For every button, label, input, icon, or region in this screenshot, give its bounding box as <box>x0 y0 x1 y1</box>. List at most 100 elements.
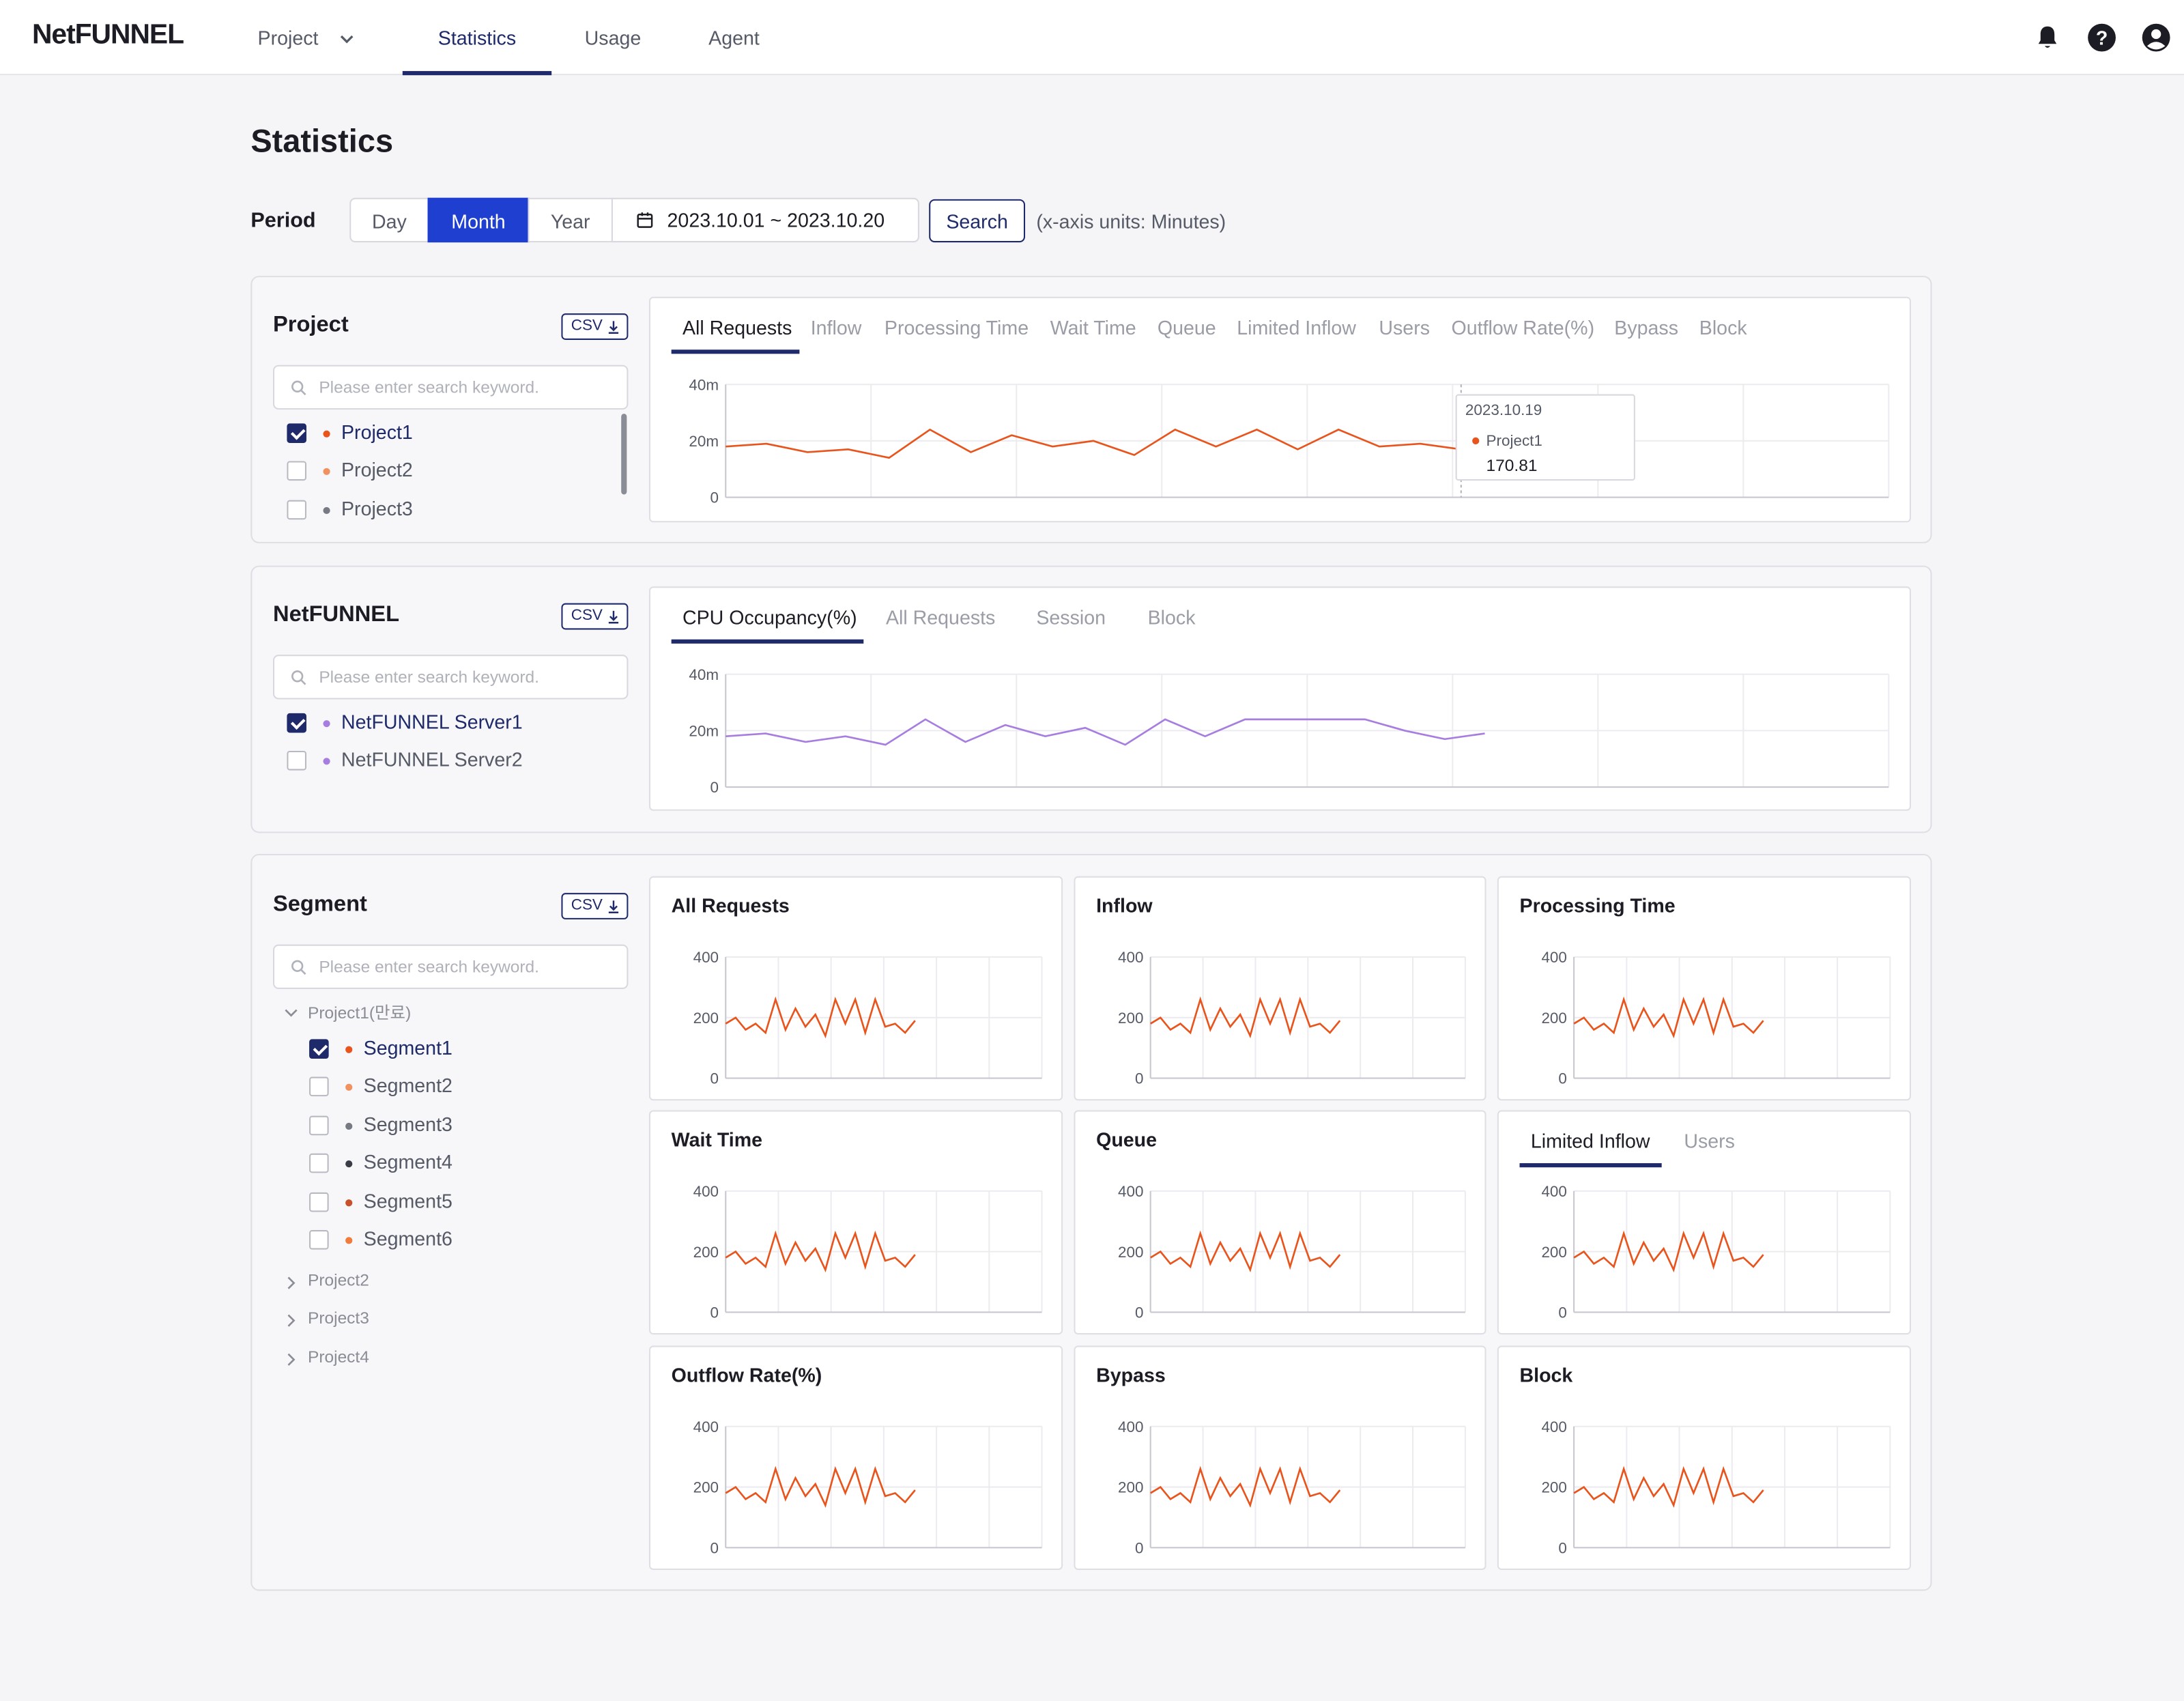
netfunnel-csv-download-button[interactable]: CSV <box>561 603 629 630</box>
series-line <box>1573 1466 1764 1509</box>
y-tick-label: 400 <box>1118 949 1143 966</box>
segment-chart-card: Bypass 400 200 0 <box>1074 1345 1486 1570</box>
y-tick-label: 40m <box>689 376 719 393</box>
nav-statistics-label: Statistics <box>437 26 517 49</box>
chart-card-title: Processing Time <box>1519 894 1676 917</box>
series-line <box>725 718 1485 746</box>
segment-checkbox-label: Segment1 <box>363 1036 452 1059</box>
checkbox[interactable] <box>309 1230 329 1250</box>
netfunnel-chart-card: CPU Occupancy(%) All Requests Session Bl… <box>649 586 1911 811</box>
series-color-dot <box>345 1122 353 1130</box>
tab-all-requests[interactable]: All Requests <box>682 316 792 339</box>
tab-users[interactable]: Users <box>1684 1130 1735 1152</box>
period-year-button[interactable]: Year <box>528 197 613 243</box>
search-icon <box>291 670 306 685</box>
x-axis-unit-note: (x-axis units: Minutes) <box>1036 210 1226 233</box>
y-tick-label: 400 <box>693 949 719 966</box>
nav-statistics[interactable]: Statistics <box>402 0 552 76</box>
netfunnel-search-input[interactable] <box>316 666 614 689</box>
tab-cpu-occupancy[interactable]: CPU Occupancy(%) <box>682 605 857 629</box>
netfunnel-logo[interactable]: NetFUNNEL <box>31 19 184 51</box>
nav-usage[interactable]: Usage <box>571 0 655 74</box>
segment-mini-line-chart[interactable]: 400 200 0 <box>650 946 1064 1102</box>
segment-csv-download-button[interactable]: CSV <box>561 893 629 919</box>
segment-mini-line-chart[interactable]: 400 200 0 <box>650 1415 1064 1571</box>
nav-agent[interactable]: Agent <box>692 0 775 74</box>
tab-all-requests[interactable]: All Requests <box>885 605 996 629</box>
segment-search-field[interactable] <box>272 944 629 989</box>
calendar-icon <box>637 212 653 228</box>
chart-card-title: Wait Time <box>671 1128 763 1151</box>
tab-inflow[interactable]: Inflow <box>810 316 862 339</box>
segment-chart-card: All Requests 400 200 0 <box>649 876 1063 1101</box>
chevron-right-icon <box>287 1353 296 1366</box>
tab-block[interactable]: Block <box>1699 316 1747 339</box>
checkbox[interactable] <box>309 1039 329 1059</box>
checkbox[interactable] <box>309 1192 329 1212</box>
checkbox[interactable] <box>287 461 306 481</box>
chevron-down-icon <box>338 3 354 78</box>
segment-mini-line-chart[interactable]: 400 200 0 <box>650 1180 1064 1336</box>
checkbox[interactable] <box>287 750 306 771</box>
search-button[interactable]: Search <box>929 199 1026 243</box>
y-tick-label: 400 <box>693 1418 719 1435</box>
checkbox[interactable] <box>287 713 306 733</box>
svg-text:?: ? <box>2096 27 2108 49</box>
tab-outflow-rate[interactable]: Outflow Rate(%) <box>1451 316 1595 339</box>
checkbox[interactable] <box>287 423 306 443</box>
y-tick-label: 0 <box>1135 1539 1143 1556</box>
tab-queue[interactable]: Queue <box>1157 316 1216 339</box>
chart-card-title: Inflow <box>1096 894 1153 917</box>
checkbox[interactable] <box>309 1153 329 1173</box>
tab-block[interactable]: Block <box>1147 605 1196 629</box>
bell-icon[interactable] <box>2032 23 2063 53</box>
date-range-picker[interactable]: 2023.10.01 ~ 2023.10.20 <box>611 197 919 243</box>
tab-session[interactable]: Session <box>1036 605 1106 629</box>
checkbox[interactable] <box>309 1115 329 1136</box>
segment-mini-line-chart[interactable]: 400 200 0 <box>1075 946 1487 1102</box>
period-day-button[interactable]: Day <box>349 197 429 243</box>
project-csv-download-button[interactable]: CSV <box>561 313 629 340</box>
project-search-input[interactable] <box>316 376 614 399</box>
tab-limited-inflow[interactable]: Limited Inflow <box>1237 316 1356 339</box>
project-search-field[interactable] <box>272 364 629 410</box>
segment-chart-card: Outflow Rate(%) 400 200 0 <box>649 1345 1063 1570</box>
netfunnel-line-chart[interactable]: 40m 20m 0 <box>649 655 1911 811</box>
segment-chart-card: Inflow 400 200 0 <box>1074 876 1486 1101</box>
segment-chart-card: Processing Time 400 200 0 <box>1497 876 1911 1101</box>
series-line <box>1150 1230 1341 1273</box>
project-line-chart[interactable]: 40m 20m 0 <box>649 365 1911 521</box>
search-icon <box>291 380 306 396</box>
y-tick-label: 200 <box>1118 1010 1143 1027</box>
segment-mini-line-chart[interactable]: 400 200 0 <box>1075 1415 1487 1571</box>
account-icon[interactable] <box>2141 23 2172 53</box>
tab-users[interactable]: Users <box>1379 316 1431 339</box>
period-month-button[interactable]: Month <box>427 197 530 243</box>
segment-checkbox-label: Segment6 <box>363 1227 452 1250</box>
tab-bypass[interactable]: Bypass <box>1614 316 1679 339</box>
segment-mini-line-chart[interactable]: 400 200 0 <box>1499 946 1912 1102</box>
tooltip-series-dot <box>1472 437 1480 445</box>
series-color-dot <box>345 1160 353 1168</box>
segment-mini-line-chart[interactable]: 400 200 0 <box>1499 1180 1912 1336</box>
top-navigation-bar: NetFUNNEL Project Statistics Usage Agent… <box>0 0 2184 76</box>
nav-project-dropdown[interactable]: Project <box>258 0 369 74</box>
help-icon[interactable]: ? <box>2086 23 2117 53</box>
netfunnel-search-field[interactable] <box>272 655 629 700</box>
y-tick-label: 0 <box>1558 1304 1566 1321</box>
y-tick-label: 0 <box>1135 1304 1143 1321</box>
chevron-right-icon <box>287 1276 296 1289</box>
tab-processing-time[interactable]: Processing Time <box>884 316 1029 339</box>
checkbox[interactable] <box>287 500 306 520</box>
server-checkbox-label: NetFUNNEL Server1 <box>341 710 523 733</box>
project-list-scrollbar[interactable] <box>621 414 627 495</box>
series-color-dot <box>345 1046 353 1053</box>
tab-wait-time[interactable]: Wait Time <box>1050 316 1136 339</box>
y-tick-label: 0 <box>1558 1070 1566 1087</box>
checkbox[interactable] <box>309 1076 329 1097</box>
segment-mini-line-chart[interactable]: 400 200 0 <box>1499 1415 1912 1571</box>
netfunnel-panel-title: NetFUNNEL <box>272 603 400 627</box>
segment-mini-line-chart[interactable]: 400 200 0 <box>1075 1180 1487 1336</box>
tab-limited-inflow[interactable]: Limited Inflow <box>1530 1130 1650 1152</box>
segment-search-input[interactable] <box>316 955 614 978</box>
